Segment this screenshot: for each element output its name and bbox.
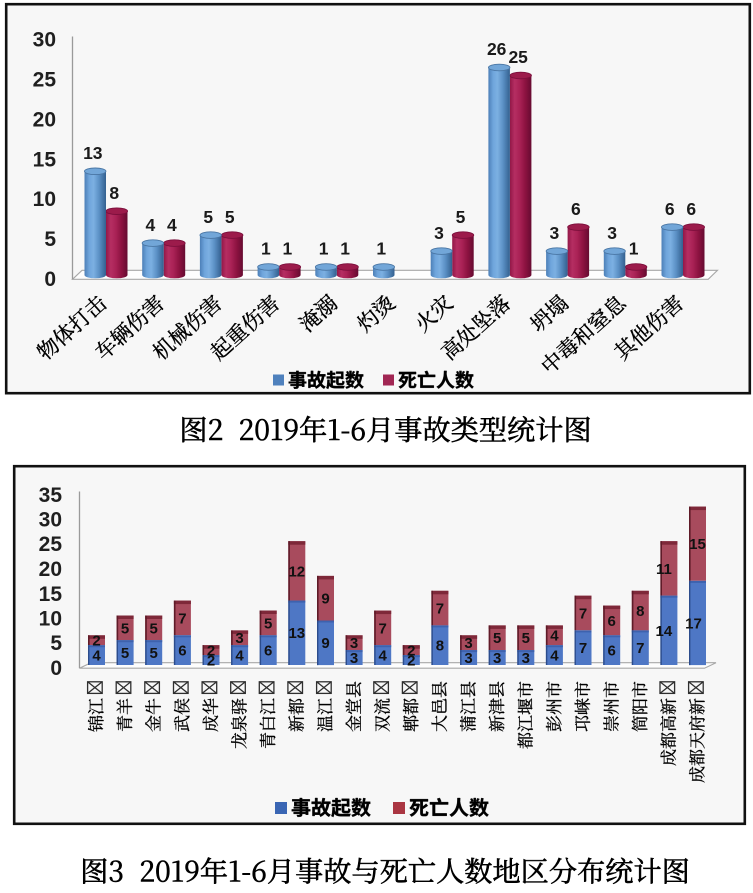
svg-text:2: 2 [207,643,215,660]
svg-text:4: 4 [167,215,177,235]
svg-text:2: 2 [407,652,415,669]
svg-text:2: 2 [207,652,215,669]
svg-text:25: 25 [33,69,57,92]
svg-text:4: 4 [235,648,244,665]
svg-text:4: 4 [379,648,388,665]
svg-text:7: 7 [579,605,587,622]
svg-text:5: 5 [121,620,129,637]
svg-text:5: 5 [150,645,158,662]
svg-text:1: 1 [283,239,293,259]
svg-text:3: 3 [550,223,560,243]
svg-text:5: 5 [150,620,158,637]
svg-text:3: 3 [235,630,243,647]
svg-text:7: 7 [178,610,186,627]
svg-text:0: 0 [44,268,56,291]
svg-text:4: 4 [146,215,156,235]
svg-text:10: 10 [33,188,56,211]
svg-text:3: 3 [464,650,472,667]
svg-text:25: 25 [39,533,63,556]
svg-text:1: 1 [319,239,329,259]
svg-text:2: 2 [407,643,415,660]
svg-text:3: 3 [350,650,358,667]
svg-text:25: 25 [508,47,528,67]
svg-text:13: 13 [288,625,305,642]
svg-text:1: 1 [340,239,350,259]
svg-text:5: 5 [121,645,129,662]
svg-text:4: 4 [550,648,559,665]
svg-text:9: 9 [321,635,329,652]
svg-text:3: 3 [434,223,444,243]
svg-text:3: 3 [493,650,501,667]
svg-text:5: 5 [44,228,56,251]
svg-text:15: 15 [33,148,57,171]
svg-text:15: 15 [39,583,63,606]
svg-text:5: 5 [225,207,235,227]
svg-text:12: 12 [288,563,305,580]
svg-text:6: 6 [178,643,186,660]
svg-text:6: 6 [686,199,696,219]
svg-text:3: 3 [607,223,617,243]
svg-text:0: 0 [50,657,62,680]
svg-text:5: 5 [522,630,530,647]
svg-text:8: 8 [636,603,644,620]
svg-text:20: 20 [33,108,56,131]
svg-text:17: 17 [685,615,702,632]
svg-text:14: 14 [656,623,673,640]
svg-text:4: 4 [92,648,101,665]
svg-text:9: 9 [321,591,329,608]
svg-text:6: 6 [665,199,675,219]
svg-text:30: 30 [39,509,62,532]
svg-text:3: 3 [350,635,358,652]
svg-text:1: 1 [376,239,386,259]
svg-text:6: 6 [608,613,616,630]
svg-text:6: 6 [608,643,616,660]
svg-text:5: 5 [264,615,272,632]
svg-text:7: 7 [379,620,387,637]
svg-text:4: 4 [550,628,559,645]
svg-text:30: 30 [33,29,56,52]
svg-text:1: 1 [629,239,639,259]
svg-text:3: 3 [464,635,472,652]
svg-text:26: 26 [487,39,507,59]
svg-text:35: 35 [39,484,63,507]
svg-text:5: 5 [493,630,501,647]
svg-text:7: 7 [436,601,444,618]
svg-text:2: 2 [92,633,100,650]
svg-text:3: 3 [522,650,530,667]
svg-text:13: 13 [83,143,103,163]
svg-text:5: 5 [456,207,466,227]
svg-text:10: 10 [39,608,62,631]
svg-text:15: 15 [689,536,706,553]
svg-text:7: 7 [579,640,587,657]
svg-text:5: 5 [203,207,213,227]
svg-text:6: 6 [264,643,272,660]
svg-text:7: 7 [636,640,644,657]
svg-text:20: 20 [39,558,62,581]
svg-text:5: 5 [50,632,62,655]
svg-text:11: 11 [656,561,672,578]
svg-text:6: 6 [571,199,581,219]
svg-text:8: 8 [109,183,119,203]
svg-text:1: 1 [261,239,271,259]
svg-text:8: 8 [436,638,444,655]
